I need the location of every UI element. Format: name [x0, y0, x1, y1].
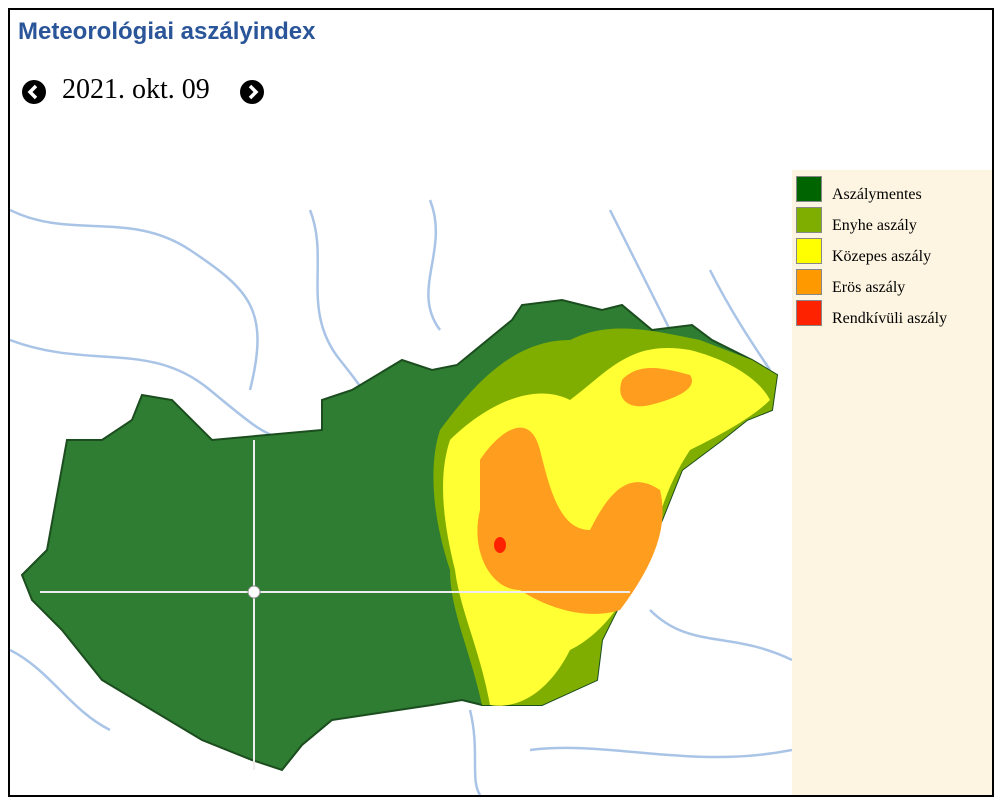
next-button[interactable]: [240, 80, 264, 104]
map: [10, 199, 792, 795]
legend-swatch: [796, 238, 822, 264]
legend-label: Közepes aszály: [832, 248, 932, 265]
legend-label: Erös aszály: [832, 279, 906, 296]
river: [529, 746, 792, 759]
legend-swatch: [796, 269, 822, 295]
river: [10, 208, 259, 391]
legend-label: Rendkívüli aszály: [832, 310, 948, 327]
river: [649, 609, 792, 662]
severe-drought: [620, 368, 692, 407]
river: [608, 209, 672, 331]
legend-swatch: [796, 207, 822, 233]
river: [468, 709, 482, 795]
rivers: [10, 199, 792, 795]
legend: Aszálymentes Enyhe aszály Közepes aszály Er…: [792, 170, 992, 795]
severe-drought: [477, 427, 663, 614]
river: [708, 269, 772, 371]
river: [427, 199, 442, 331]
title: Meteorológiai aszályindex: [18, 18, 316, 45]
legend-label: Enyhe aszály: [832, 217, 917, 234]
date: 2021. okt. 09: [62, 74, 210, 105]
legend-swatch: [796, 176, 822, 202]
crosshair-point[interactable]: [247, 585, 261, 599]
prev-button[interactable]: [22, 80, 46, 104]
legend-swatch: [796, 300, 822, 326]
legend-label: Aszálymentes: [832, 186, 922, 203]
river: [10, 648, 111, 732]
frame: Meteorológiai aszályindex 2021. okt. 09 …: [8, 8, 994, 797]
extreme-drought: [494, 537, 506, 553]
